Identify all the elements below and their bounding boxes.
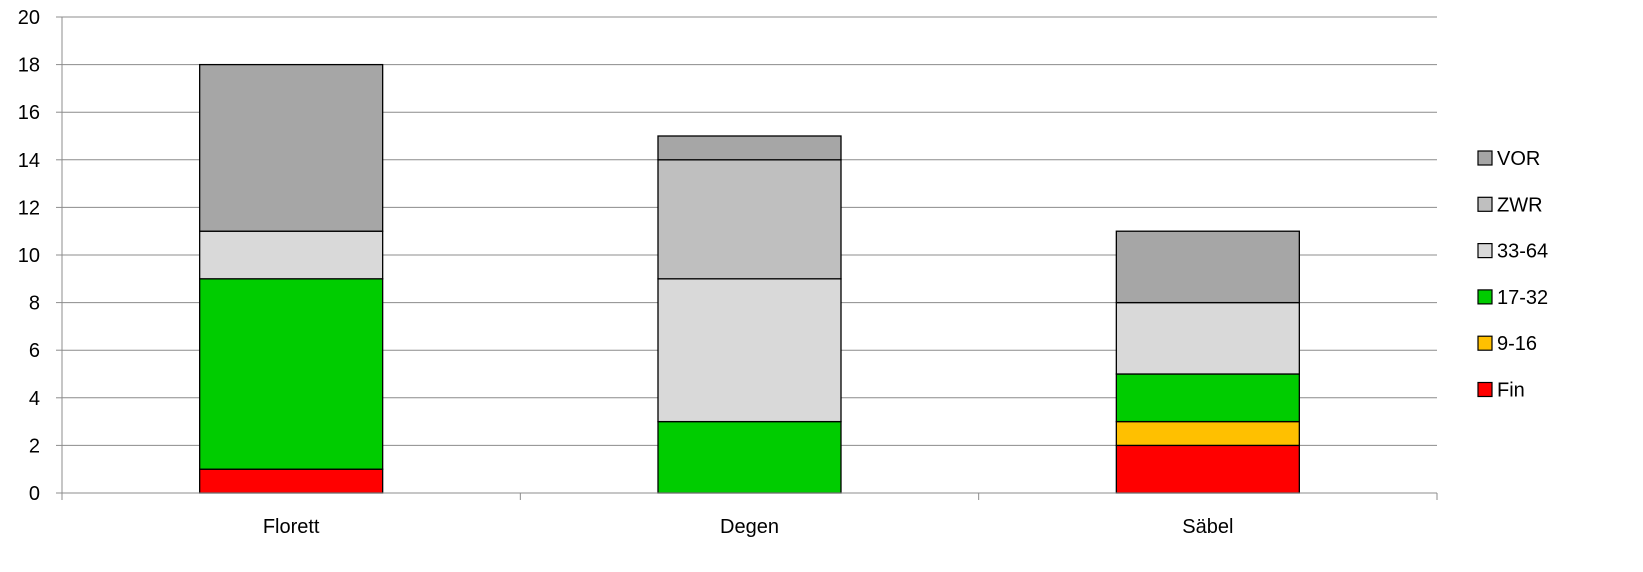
legend-item-vor: VOR [1477,148,1540,170]
legend: VOR ZWR 33-64 17-32 9-16 Fin [1477,148,1548,402]
y-tick-label: 6 [29,340,40,362]
legend-label-9-16: 9-16 [1497,333,1537,355]
legend-label-vor: VOR [1497,148,1540,170]
y-tick-label: 4 [29,388,40,410]
y-tick-label: 14 [18,150,40,172]
bar-segment-s-bel-9-16 [1115,420,1300,447]
y-tick-label: 0 [29,483,40,505]
x-tick-label-s-bel: Säbel [1182,516,1233,538]
y-tick-label: 8 [29,293,40,315]
legend-swatch-fin [1477,381,1493,398]
bar-segment-florett-vor [199,63,384,232]
legend-label-fin: Fin [1497,380,1525,402]
y-tick-label: 20 [18,7,40,29]
legend-swatch-17-32 [1477,289,1493,305]
bar-segment-florett-33-64 [199,230,384,280]
legend-item-9-16: 9-16 [1477,333,1537,355]
legend-item-33-64: 33-64 [1477,241,1548,263]
y-tick-label: 10 [18,245,40,267]
y-tick-label: 12 [18,197,40,219]
bar-segment-s-bel-vor [1115,230,1300,304]
bar-segment-degen-zwr [657,159,842,280]
legend-swatch-33-64 [1477,243,1493,259]
bar-segment-degen-17-32 [657,420,842,494]
bar-segment-degen-33-64 [657,278,842,423]
y-tick-label: 2 [29,435,40,457]
y-tick-label: 16 [18,102,40,124]
legend-swatch-zwr [1477,196,1493,212]
legend-swatch-9-16 [1477,335,1493,351]
axes: 0 2 4 6 8 10 12 14 16 18 20 Florett Degen Säbel [18,7,1438,538]
legend-label-33-64: 33-64 [1497,241,1548,263]
legend-swatch-vor [1477,150,1493,166]
bar-segment-florett-fin [199,468,384,494]
bars [199,63,1300,494]
legend-label-zwr: ZWR [1497,194,1543,216]
y-tick-label: 18 [18,55,40,77]
bar-segment-s-bel-fin [1115,444,1300,494]
bar-segment-s-bel-33-64 [1115,301,1300,375]
x-tick-label-florett: Florett [263,516,320,538]
bar-segment-s-bel-17-32 [1115,373,1300,423]
x-tick-label-degen: Degen [720,516,779,538]
legend-item-zwr: ZWR [1477,194,1543,216]
bar-segment-degen-vor [657,135,842,161]
legend-label-17-32: 17-32 [1497,287,1548,309]
legend-item-fin: Fin [1477,380,1525,402]
bar-segment-florett-17-32 [199,278,384,470]
legend-item-17-32: 17-32 [1477,287,1548,309]
